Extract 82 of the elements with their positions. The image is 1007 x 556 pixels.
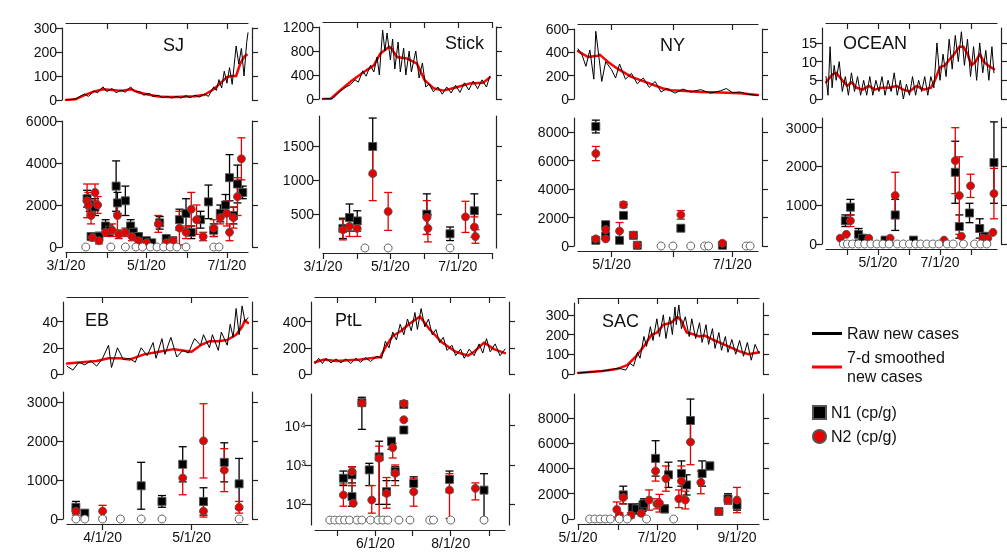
legend-label: N2 (cp/g) (831, 428, 897, 445)
y-tick-label: 3000 (26, 393, 59, 410)
y-tick-label: 8000 (537, 124, 570, 141)
x-tick-label: 6/1/20 (355, 535, 396, 551)
x-tick-label: 7/1/20 (920, 254, 960, 270)
x-tick-label: 5/1/20 (592, 256, 632, 272)
y-tick-label: 2000 (25, 197, 58, 213)
y-tick-label: 0 (809, 236, 818, 252)
y-tick-label: 0 (809, 91, 818, 107)
chart-title: SJ (163, 35, 185, 55)
x-tick-label: 5/1/20 (126, 257, 167, 273)
x-tick-label: 7/1/20 (438, 258, 478, 274)
y-tick-label: 2000 (785, 158, 818, 175)
y-tick-label: 0 (306, 91, 315, 107)
text: PtL (335, 310, 363, 330)
legend-label: Raw new cases (847, 325, 960, 342)
x-tick-label: 7/1/20 (207, 257, 247, 273)
chart-title: Stick (445, 33, 486, 53)
x-tick-label: 3/1/20 (46, 257, 86, 273)
x-tick-label: 9/1/20 (717, 529, 757, 545)
y-tick-label: 20 (42, 339, 59, 356)
y-tick-label: 6000 (25, 113, 58, 129)
y-tick-label: 800 (290, 43, 315, 59)
y-tick-label: 1200 (282, 19, 315, 35)
y-tick-label: 10⁴ (284, 417, 306, 434)
y-tick-label: 200 (545, 67, 570, 84)
y-tick-label: 400 (290, 67, 315, 83)
x-tick-label: 3/1/20 (303, 258, 343, 274)
y-tick-label: 6000 (537, 435, 570, 452)
y-tick-label: 400 (545, 44, 570, 61)
y-tick-label: 40 (42, 313, 59, 330)
y-tick-label: 1500 (282, 138, 315, 155)
y-tick-label: 500 (290, 206, 315, 223)
chart-title: OCEAN (843, 33, 908, 53)
y-tick-label: 0 (561, 238, 570, 254)
y-tick-label: 0 (561, 511, 570, 527)
y-tick-label: 0 (561, 366, 570, 382)
y-tick-label: 2000 (537, 209, 570, 226)
y-tick-label: 4000 (537, 181, 570, 198)
legend-label: 7-d smoothed new cases (847, 349, 950, 385)
y-tick-label: 300 (33, 20, 58, 36)
y-tick-label: 100 (545, 346, 570, 363)
legend-label: N1 (cp/g) (831, 404, 897, 421)
y-tick-label: 5 (809, 72, 818, 89)
y-tick-label: 1000 (26, 471, 59, 488)
y-tick-label: 15 (801, 34, 818, 51)
y-tick-label: 200 (282, 339, 307, 356)
y-tick-label: 1000 (785, 197, 818, 214)
x-tick-label: 5/1/20 (558, 529, 598, 545)
y-tick-label: 0 (50, 511, 59, 527)
y-tick-label: 0 (49, 239, 58, 255)
x-tick-label: 5/1/20 (370, 258, 411, 274)
y-tick-label: 400 (282, 313, 307, 330)
y-tick-label: 4000 (25, 155, 58, 171)
chart-title: NY (660, 35, 686, 55)
x-tick-label: 7/1/20 (712, 256, 752, 272)
y-tick-label: 600 (545, 21, 570, 37)
y-tick-label: 200 (545, 326, 570, 343)
y-tick-label: 100 (33, 68, 58, 84)
y-tick-label: 6000 (537, 152, 570, 169)
y-tick-label: 10 (801, 53, 818, 70)
text: EB (85, 310, 110, 330)
y-tick-label: 0 (50, 366, 59, 382)
y-tick-label: 300 (545, 306, 570, 323)
x-tick-label: 5/1/20 (858, 254, 898, 270)
y-tick-label: 0 (49, 92, 58, 108)
y-tick-label: 1000 (282, 172, 315, 189)
y-tick-label: 2000 (26, 432, 59, 449)
x-tick-label: 7/1/20 (637, 529, 677, 545)
y-tick-label: 0 (561, 91, 570, 107)
y-tick-label: 4000 (537, 460, 570, 477)
chart-title: SAC (602, 311, 640, 331)
y-tick-label: 8000 (537, 409, 570, 426)
y-tick-label: 2000 (537, 485, 570, 502)
y-tick-label: 3000 (785, 119, 818, 136)
y-tick-label: 200 (33, 44, 58, 60)
y-tick-label: 0 (298, 366, 307, 382)
y-tick-label: 10³ (285, 456, 307, 473)
x-tick-label: 8/1/20 (431, 535, 471, 551)
x-tick-label: 4/1/20 (83, 529, 123, 545)
y-tick-label: 10² (285, 496, 307, 513)
x-tick-label: 5/1/20 (172, 529, 212, 545)
